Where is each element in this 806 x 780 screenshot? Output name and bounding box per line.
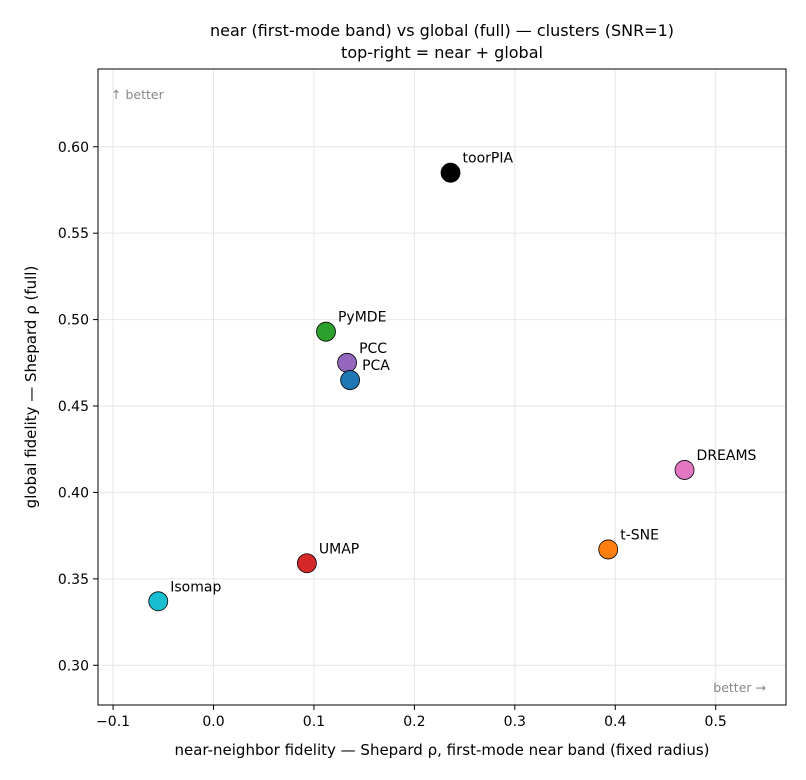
y-tick-label: 0.35 <box>58 572 89 588</box>
chart-title: near (first-mode band) vs global (full) … <box>210 21 674 40</box>
point-label-toorpia: toorPIA <box>463 151 514 167</box>
y-tick-label: 0.55 <box>58 226 89 242</box>
point-label-pca: PCA <box>362 358 390 374</box>
y-tick-label: 0.30 <box>58 658 89 674</box>
grid-lines <box>98 69 786 705</box>
point-t-sne <box>598 539 619 560</box>
point-isomap <box>148 591 169 612</box>
x-tick-label: 0.4 <box>604 714 626 730</box>
chart-subtitle: top-right = near + global <box>341 43 543 62</box>
better-right-annotation: better → <box>713 680 766 695</box>
y-tick-label: 0.60 <box>58 140 89 156</box>
point-label-pcc: PCC <box>359 341 387 357</box>
point-umap <box>297 553 317 574</box>
x-tick-label: 0.1 <box>303 714 325 730</box>
point-label-isomap: Isomap <box>170 579 221 595</box>
point-pca <box>340 370 360 390</box>
point-dreams <box>674 460 695 480</box>
better-up-annotation: ↑ better <box>111 87 165 102</box>
y-axis-ticks: 0.30 0.35 0.40 0.45 0.50 0.55 0.60 <box>58 140 98 674</box>
point-label-pymde: PyMDE <box>338 310 386 326</box>
y-tick-label: 0.45 <box>58 399 89 415</box>
point-label-t-sne: t-SNE <box>620 527 659 543</box>
x-tick-label: 0.3 <box>504 714 526 730</box>
x-tick-label: 0.5 <box>705 714 727 730</box>
x-axis-ticks: −0.1 0.0 0.1 0.2 0.3 0.4 0.5 <box>96 705 727 730</box>
point-pymde <box>316 321 336 342</box>
x-tick-label: 0.0 <box>202 714 224 730</box>
y-tick-label: 0.50 <box>58 313 89 329</box>
point-toorpia <box>440 162 461 183</box>
x-tick-label: 0.2 <box>403 714 425 730</box>
y-axis-label: global fidelity — Shepard ρ (full) <box>22 266 40 509</box>
point-pcc <box>337 352 357 373</box>
y-tick-label: 0.40 <box>58 485 89 501</box>
x-axis-label: near-neighbor fidelity — Shepard ρ, firs… <box>174 741 709 759</box>
point-label-umap: UMAP <box>319 541 359 557</box>
x-tick-label: −0.1 <box>96 714 130 730</box>
point-label-dreams: DREAMS <box>697 448 757 464</box>
plot-area-frame <box>97 68 787 706</box>
